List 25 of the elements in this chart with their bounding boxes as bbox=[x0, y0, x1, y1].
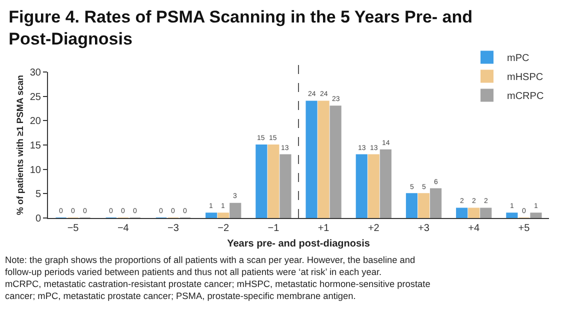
x-tick-label: +2 bbox=[368, 223, 380, 234]
x-tick-label: −1 bbox=[268, 223, 280, 234]
y-tick-label: 25 bbox=[30, 92, 42, 103]
x-tick-label: +1 bbox=[318, 223, 330, 234]
y-axis-title: % of patients with ≥1 PSMA scan bbox=[15, 74, 26, 216]
x-tick-label: +4 bbox=[468, 223, 480, 234]
x-tick-label: −4 bbox=[117, 223, 130, 234]
legend-label: mPC bbox=[507, 53, 530, 64]
x-tick-label: −2 bbox=[218, 223, 230, 234]
y-tick-label: 5 bbox=[35, 189, 42, 200]
y-tick-label: 15 bbox=[30, 140, 42, 152]
legend-label: mHSPC bbox=[507, 72, 544, 84]
x-tick-label: −5 bbox=[67, 223, 80, 234]
y-tick-label: 20 bbox=[30, 116, 42, 128]
legend-label: mCRPC bbox=[507, 91, 544, 102]
x-tick-label: −3 bbox=[168, 223, 180, 234]
text: Note: the graph shows the proportions of all patients with a scan per year. However, the baseline and follow-up periods varied between patients and thus not all patients were ‘at risk’ in each year. bbox=[5, 255, 416, 277]
chart-title: Figure 4. Rates of PSMA Scanning in the 5 Years Pre- and Post-Diagnosis bbox=[8, 7, 473, 48]
y-tick-label: 30 bbox=[30, 68, 42, 78]
x-tick-label: +3 bbox=[418, 223, 430, 234]
text: mCRPC, metastatic castration-resistant prostate cancer; mHSPC, metastatic hormone-sensitive prostate cancer; mPC, metastatic prostate cancer; PSMA, prostate-specific membrane antigen. bbox=[5, 278, 430, 301]
x-tick-label: +5 bbox=[518, 223, 530, 234]
y-tick-label: 0 bbox=[35, 214, 42, 224]
x-axis-title: Years pre- and post-diagnosis bbox=[227, 238, 370, 250]
y-tick-label: 10 bbox=[30, 164, 42, 176]
